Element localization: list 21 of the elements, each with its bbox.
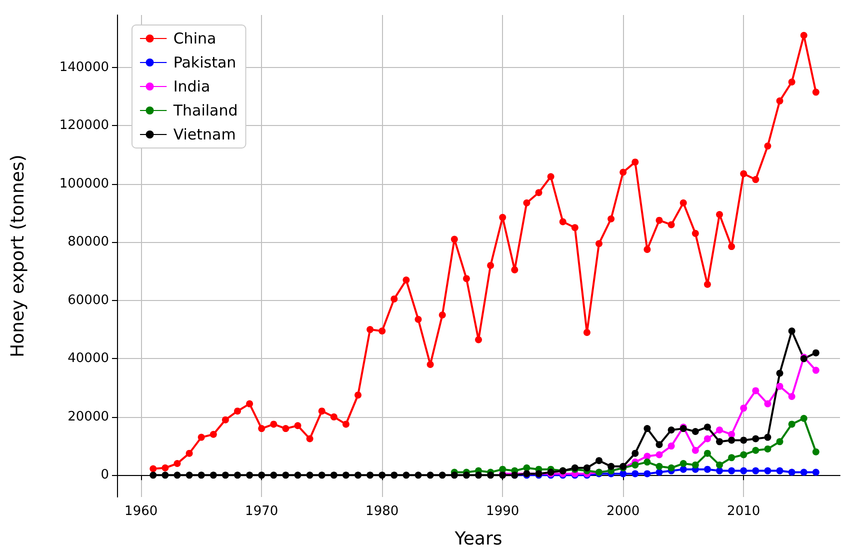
legend-label: Vietnam bbox=[173, 126, 236, 144]
y-tick-label: 40000 bbox=[68, 351, 109, 366]
x-axis-title: Years bbox=[454, 528, 502, 550]
x-tick-label: 1980 bbox=[366, 504, 399, 519]
y-tick-label: 120000 bbox=[59, 118, 109, 134]
legend-label: Thailand bbox=[172, 102, 238, 120]
x-tick-label: 1970 bbox=[245, 504, 278, 519]
legend-label: India bbox=[173, 78, 210, 96]
x-tick-label: 1960 bbox=[124, 504, 158, 519]
y-tick-label: 100000 bbox=[59, 176, 109, 192]
legend-label: Pakistan bbox=[173, 54, 236, 72]
x-tick-label: 2000 bbox=[606, 504, 640, 519]
legend-label: China bbox=[173, 30, 216, 48]
y-axis-title: Honey export (tonnes) bbox=[8, 154, 28, 358]
y-tick-label: 80000 bbox=[68, 234, 109, 250]
y-tick-label: 140000 bbox=[59, 60, 109, 75]
y-tick-label: 60000 bbox=[68, 292, 109, 308]
y-tick-label: 20000 bbox=[68, 409, 109, 424]
x-tick-label: 1990 bbox=[486, 504, 520, 519]
y-tick-label: 0 bbox=[100, 468, 109, 483]
x-tick-label: 2010 bbox=[727, 504, 760, 519]
